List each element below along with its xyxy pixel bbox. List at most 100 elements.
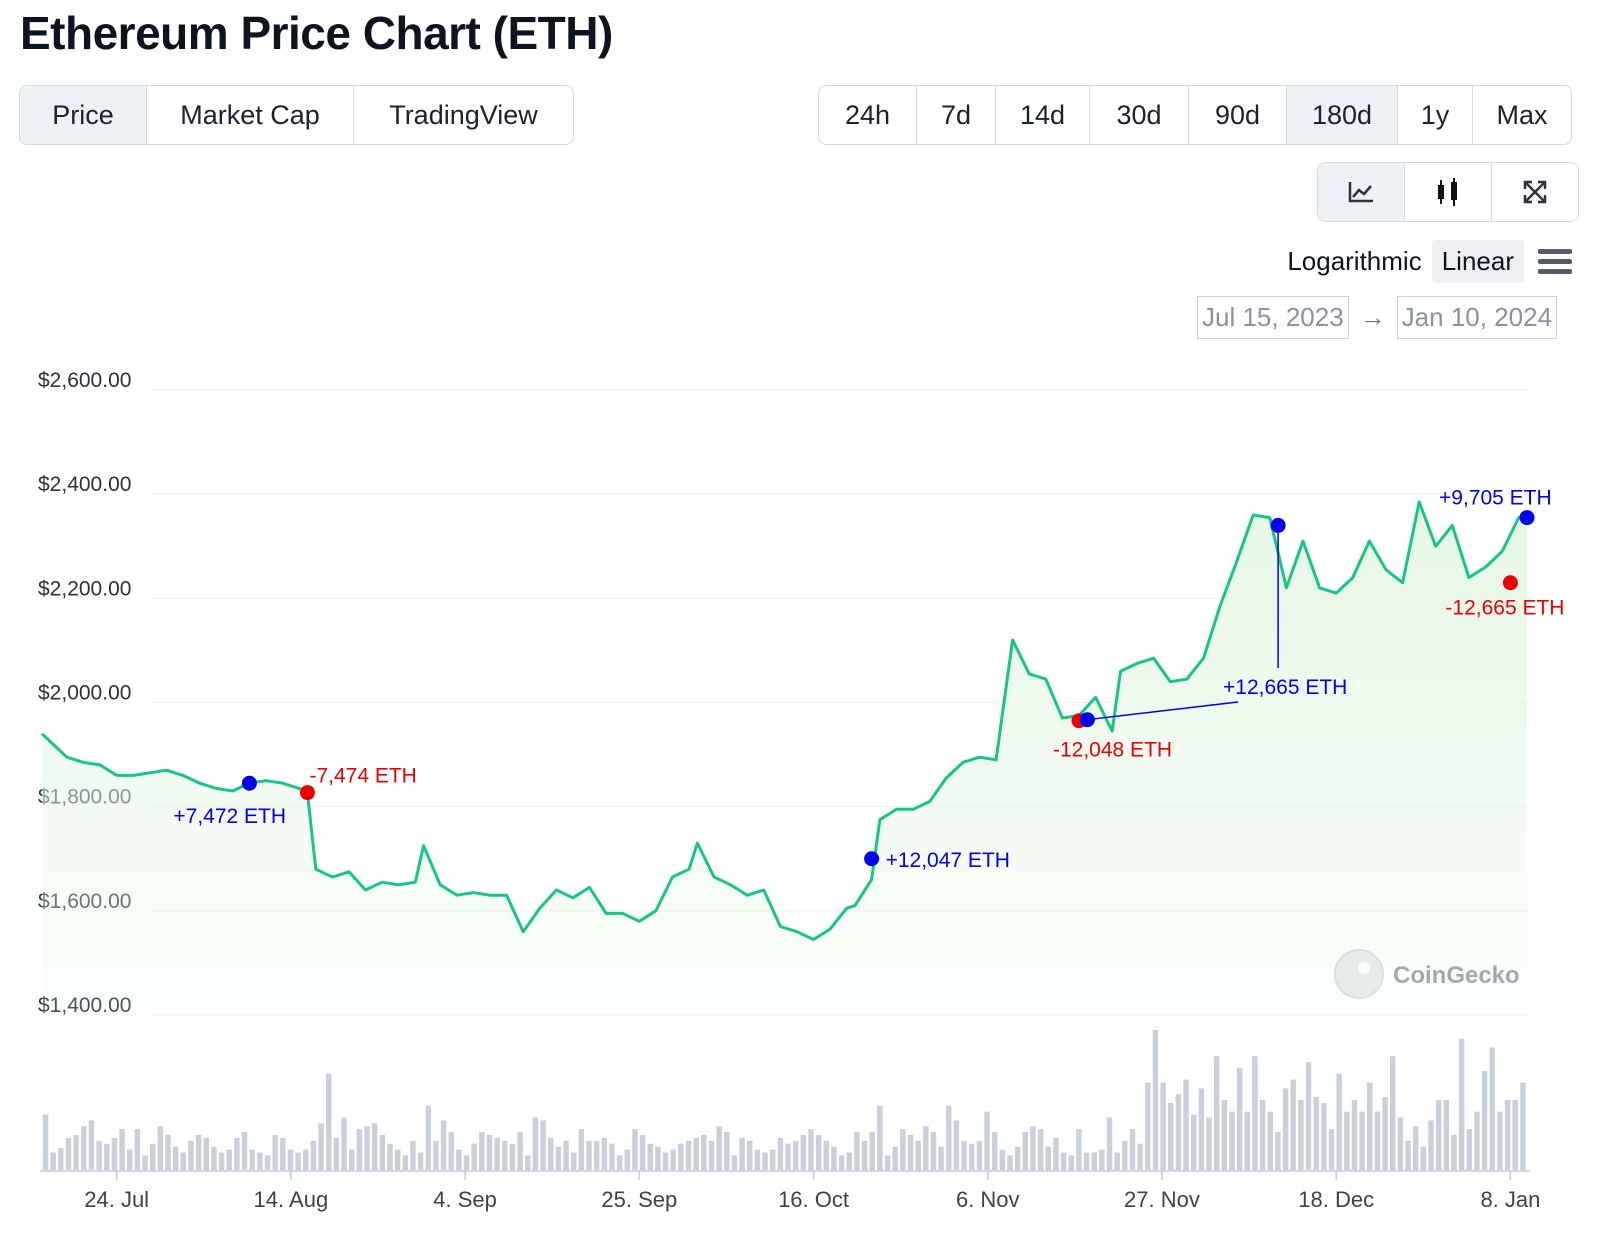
y-tick-label: $2,000.00 [38, 682, 131, 705]
volume-bar [578, 1129, 585, 1170]
tab-tradingview[interactable]: TradingView [353, 86, 573, 144]
range-180d[interactable]: 180d [1286, 86, 1397, 144]
volume-bar [234, 1137, 240, 1170]
y-tick-label: $2,600.00 [38, 369, 131, 392]
y-tick-label: $2,200.00 [38, 577, 131, 600]
scale-logarithmic[interactable]: Logarithmic [1287, 246, 1422, 276]
volume-bar [609, 1143, 615, 1170]
view-tabs: Price Market Cap TradingView [19, 85, 574, 145]
volume-bar [272, 1135, 278, 1170]
range-max[interactable]: Max [1472, 86, 1571, 144]
volume-bar [555, 1146, 562, 1170]
range-14d[interactable]: 14d [995, 86, 1089, 144]
volume-bar [134, 1129, 141, 1170]
range-30d[interactable]: 30d [1089, 86, 1188, 144]
range-90d[interactable]: 90d [1188, 86, 1286, 144]
price-chart: $1,400.00$1,600.00$1,800.00$2,000.00$2,2… [38, 369, 1564, 1212]
volume-bar [456, 1149, 462, 1170]
trade-marker-buy [864, 851, 880, 867]
volume-bar [425, 1105, 431, 1170]
tab-price[interactable]: Price [20, 86, 146, 144]
volume-bar [586, 1140, 592, 1170]
candlestick-button[interactable] [1404, 163, 1491, 221]
volume-bar [463, 1155, 470, 1170]
volume-bar [1129, 1129, 1136, 1170]
volume-bar [999, 1149, 1006, 1170]
volume-bar [402, 1155, 409, 1170]
volume-bar [104, 1143, 110, 1170]
volume-bar [900, 1129, 906, 1170]
volume-bar [417, 1152, 424, 1170]
volume-bar [1229, 1111, 1235, 1170]
volume-bar [203, 1137, 210, 1170]
volume-bar [1313, 1097, 1319, 1170]
volume-bar [1458, 1038, 1465, 1170]
volume-bar [1030, 1126, 1036, 1170]
volume-bar [364, 1126, 370, 1170]
volume-bar [1466, 1129, 1473, 1170]
volume-bar [1382, 1097, 1388, 1170]
volume-bar [777, 1137, 784, 1170]
volume-bar [1206, 1117, 1212, 1170]
volume-bar [142, 1155, 148, 1170]
x-tick-label: 27. Nov [1124, 1187, 1200, 1212]
chart-mode-selector [1317, 162, 1579, 222]
volume-bar [678, 1143, 684, 1170]
x-tick-label: 14. Aug [254, 1187, 329, 1212]
volume-bar [1336, 1073, 1342, 1170]
trade-label: +12,665 ETH [1223, 676, 1347, 699]
volume-bar [172, 1146, 179, 1170]
volume-bar [1305, 1062, 1312, 1170]
watermark-text: CoinGecko [1393, 962, 1520, 989]
volume-bar [907, 1135, 914, 1170]
end-date-input[interactable]: Jan 10, 2024 [1396, 296, 1558, 339]
volume-bar [846, 1152, 852, 1170]
volume-bar [930, 1132, 937, 1170]
volume-bar [716, 1126, 722, 1170]
x-tick-label: 6. Nov [956, 1187, 1020, 1212]
range-24h[interactable]: 24h [844, 99, 891, 130]
volume-bar [662, 1152, 669, 1170]
volume-bar [769, 1149, 776, 1170]
volume-bar [1512, 1100, 1518, 1170]
volume-bar [1435, 1100, 1442, 1170]
volume-bar [739, 1137, 745, 1170]
volume-bar [1106, 1117, 1113, 1170]
start-date-input[interactable]: Jul 15, 2023 [1197, 296, 1349, 339]
gecko-icon [1334, 949, 1384, 999]
volume-bar [647, 1143, 653, 1170]
volume-bar [969, 1143, 975, 1170]
volume-bar [923, 1126, 929, 1170]
volume-bar [1405, 1140, 1411, 1170]
expand-button[interactable] [1491, 163, 1578, 221]
volume-bar [1213, 1056, 1220, 1170]
range-7d[interactable]: 7d [916, 86, 995, 144]
menu-icon[interactable] [1538, 244, 1572, 279]
tab-market-cap[interactable]: Market Cap [146, 86, 353, 144]
volume-bar [632, 1129, 638, 1170]
volume-bar [1190, 1114, 1197, 1170]
volume-bar [287, 1149, 294, 1170]
scale-linear[interactable]: Linear [1431, 240, 1524, 283]
volume-bar [58, 1148, 64, 1170]
volume-bar [754, 1149, 761, 1170]
volume-bar [65, 1137, 72, 1170]
x-tick-label: 4. Sep [433, 1187, 497, 1212]
x-tick-label: 16. Oct [778, 1187, 849, 1212]
volume-bar [295, 1152, 301, 1170]
line-chart-button[interactable] [1318, 163, 1404, 221]
volume-bar [348, 1149, 355, 1170]
x-tick-label: 24. Jul [84, 1187, 149, 1212]
volume-bar [1160, 1082, 1166, 1170]
trade-marker-sell [1502, 575, 1518, 591]
volume-bar [1091, 1152, 1097, 1170]
range-1y[interactable]: 1y [1397, 86, 1472, 144]
volume-bar [1374, 1111, 1381, 1170]
volume-bar [88, 1120, 95, 1170]
volume-bar [785, 1143, 791, 1170]
volume-bar [624, 1149, 631, 1170]
volume-bar [532, 1117, 539, 1170]
volume-bar [1267, 1111, 1273, 1170]
volume-bar [1083, 1152, 1090, 1170]
volume-bar [1168, 1102, 1174, 1170]
